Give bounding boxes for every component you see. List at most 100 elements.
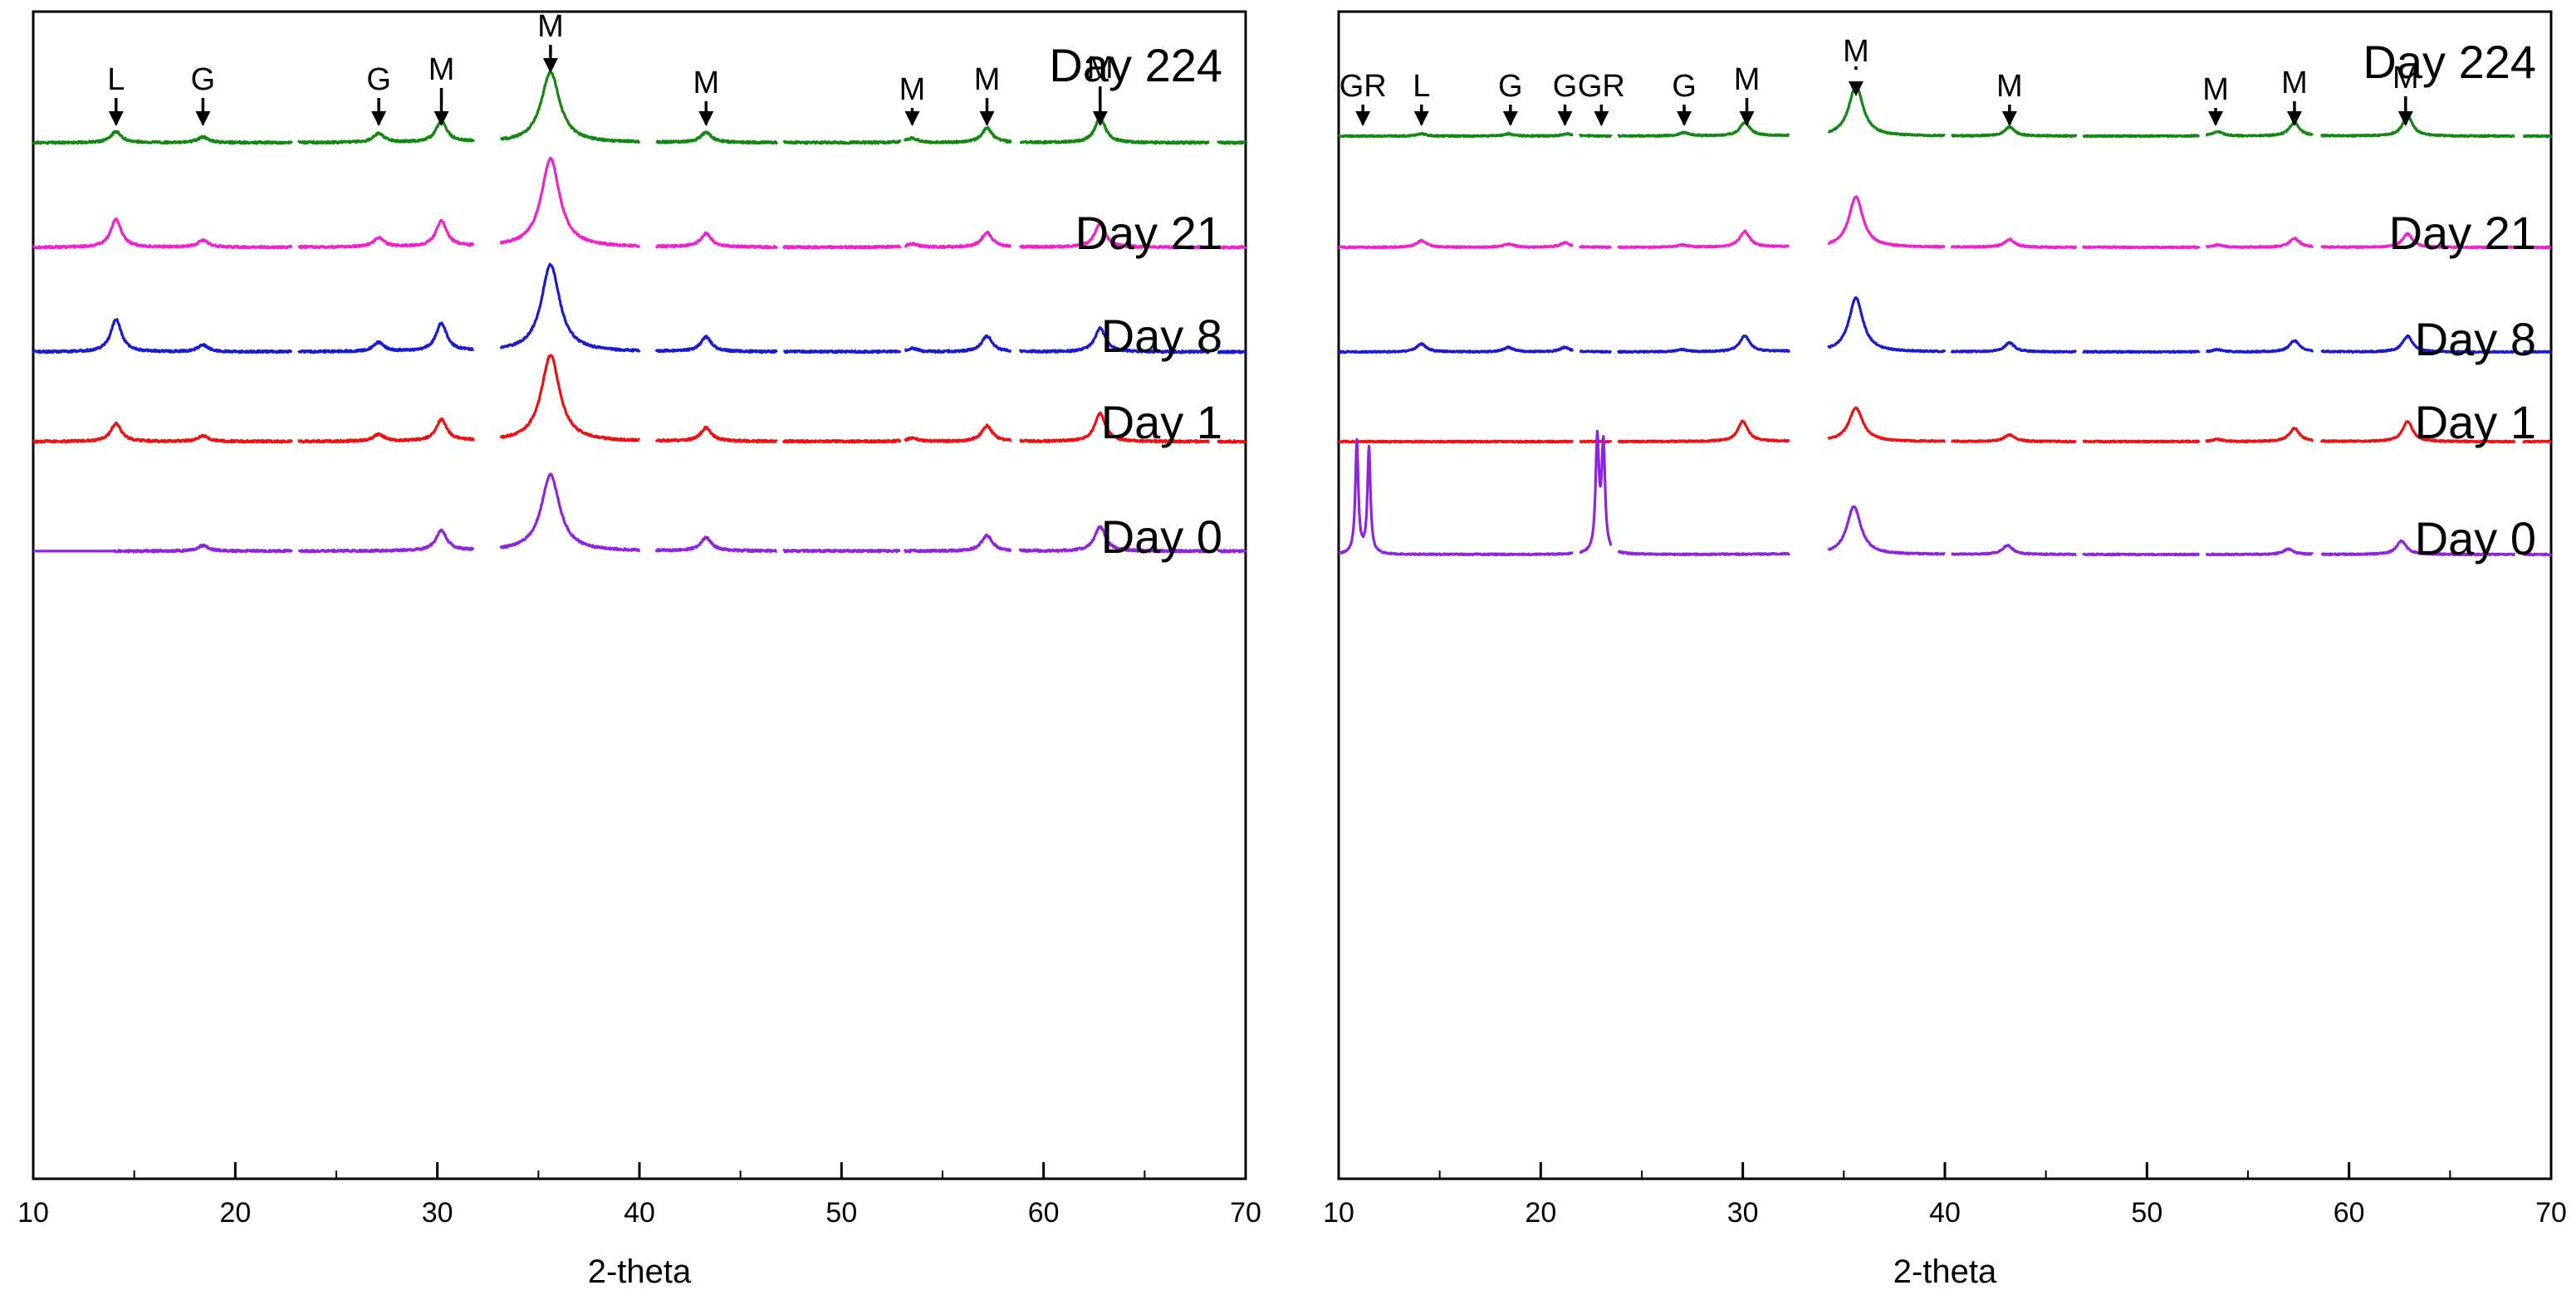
right-x-tick-label: 40 bbox=[1929, 1197, 1961, 1229]
left-x-tick-label: 70 bbox=[1230, 1197, 1261, 1229]
right-phase-label: G bbox=[1672, 69, 1697, 104]
left-trace-day-0 bbox=[297, 528, 475, 554]
left-phase-arrow-head bbox=[698, 111, 714, 126]
right-phase-arrow-head bbox=[1677, 111, 1692, 126]
right-day-label: Day 224 bbox=[2363, 36, 2536, 88]
right-trace-day-21 bbox=[1827, 195, 1946, 249]
left-trace-day-8 bbox=[297, 321, 475, 354]
left-trace-day-224 bbox=[782, 139, 902, 145]
left-trace-day-224 bbox=[1217, 140, 1247, 145]
left-trace-day-0 bbox=[32, 543, 293, 554]
left-phase-arrow-head bbox=[108, 111, 124, 126]
right-phase-arrow-head bbox=[1739, 111, 1755, 126]
left-trace-day-1 bbox=[781, 438, 902, 444]
left-day-label: Day 0 bbox=[1101, 511, 1222, 563]
left-trace-day-1 bbox=[904, 423, 1012, 443]
right-trace-day-0 bbox=[1950, 544, 2078, 557]
right-trace-day-8 bbox=[1338, 342, 1574, 354]
right-x-tick-label: 20 bbox=[1525, 1197, 1556, 1229]
left-trace-day-8 bbox=[904, 334, 1012, 354]
left-phase-label: M bbox=[537, 9, 564, 44]
right-day-labels: Day 224 Day 21 Day 8 Day 1 Day 0 bbox=[2363, 36, 2536, 564]
right-trace-day-1 bbox=[2522, 439, 2552, 444]
left-phase-arrow-head bbox=[904, 111, 920, 126]
left-x-tick-label: 40 bbox=[624, 1197, 655, 1229]
left-trace-day-8 bbox=[1018, 326, 1211, 354]
right-trace-day-224 bbox=[1337, 131, 1574, 139]
right-phase-arrow-head bbox=[1502, 111, 1518, 126]
right-day-label: Day 1 bbox=[2415, 396, 2536, 448]
right-day-label: Day 0 bbox=[2415, 512, 2536, 564]
right-x-tick-label: 50 bbox=[2131, 1197, 2162, 1229]
right-trace-day-8 bbox=[2082, 349, 2201, 354]
left-trace-day-21 bbox=[782, 244, 902, 250]
right-phase-arrow-head bbox=[1848, 81, 1863, 96]
right-trace-day-8 bbox=[1950, 340, 2078, 354]
right-x-axis-label: 2-theta bbox=[1893, 1253, 1997, 1290]
left-trace-day-224 bbox=[296, 118, 475, 145]
right-day-label: Day 21 bbox=[2389, 207, 2536, 259]
right-trace-day-0 bbox=[1579, 429, 1613, 555]
left-trace-day-0 bbox=[1018, 525, 1211, 554]
left-day-label: Day 21 bbox=[1075, 207, 1222, 259]
left-trace-day-21 bbox=[1018, 222, 1211, 250]
left-trace-day-0 bbox=[654, 535, 778, 554]
left-x-tick-label: 60 bbox=[1028, 1197, 1060, 1229]
left-phase-arrow-head bbox=[195, 111, 211, 126]
left-trace-day-21 bbox=[32, 217, 293, 250]
right-phase-arrow-head bbox=[2001, 111, 2017, 126]
left-trace-day-8 bbox=[32, 318, 293, 354]
left-trace-day-21 bbox=[1216, 245, 1247, 250]
right-trace-day-0 bbox=[2320, 539, 2516, 557]
right-trace-day-21 bbox=[1578, 244, 1613, 250]
left-trace-day-21 bbox=[904, 230, 1012, 249]
left-trace-day-1 bbox=[654, 425, 778, 444]
left-trace-day-0 bbox=[499, 472, 641, 553]
left-day-label: Day 8 bbox=[1101, 310, 1222, 362]
right-trace-day-8 bbox=[2205, 339, 2314, 354]
left-trace-day-0 bbox=[1217, 549, 1247, 554]
right-traces bbox=[1337, 84, 2553, 557]
left-phase-arrow-head bbox=[1092, 111, 1108, 126]
right-trace-day-1 bbox=[1950, 432, 2078, 444]
right-trace-day-0 bbox=[2522, 552, 2553, 557]
left-phase-arrow-head bbox=[433, 111, 449, 126]
right-phase-arrow-head bbox=[2286, 111, 2302, 126]
left-trace-day-224 bbox=[1019, 115, 1211, 145]
left-phase-label: M bbox=[1087, 51, 1114, 86]
right-trace-day-21 bbox=[2522, 245, 2552, 250]
left-x-tick-label: 30 bbox=[422, 1197, 453, 1229]
right-trace-day-1 bbox=[2205, 427, 2314, 443]
right-trace-day-0 bbox=[2081, 552, 2201, 557]
right-trace-day-21 bbox=[2320, 232, 2516, 250]
right-trace-day-8 bbox=[1579, 349, 1613, 354]
right-trace-day-21 bbox=[1950, 237, 2078, 250]
left-trace-day-0 bbox=[904, 533, 1012, 554]
left-x-tick-label: 20 bbox=[219, 1197, 251, 1229]
right-phase-label: G bbox=[1498, 69, 1523, 104]
right-x-tick-label: 70 bbox=[2535, 1197, 2567, 1229]
right-phase-label: M bbox=[1996, 69, 2023, 104]
left-annotations: L G G M M M M M M bbox=[107, 9, 1114, 126]
left-phase-arrow-head bbox=[979, 111, 995, 126]
right-trace-day-1 bbox=[2082, 439, 2201, 444]
left-trace-day-21 bbox=[654, 231, 778, 250]
left-trace-day-224 bbox=[903, 125, 1012, 144]
right-trace-day-21 bbox=[1338, 238, 1574, 250]
left-day-labels: Day 224 Day 21 Day 8 Day 1 Day 0 bbox=[1049, 39, 1222, 563]
left-trace-day-224 bbox=[32, 130, 293, 145]
right-phase-arrow-head bbox=[2397, 111, 2413, 126]
right-trace-day-224 bbox=[1950, 125, 2078, 139]
left-x-axis-label: 2-theta bbox=[588, 1253, 692, 1290]
right-phase-arrow-head bbox=[2208, 111, 2224, 126]
right-trace-day-0 bbox=[1617, 550, 1791, 557]
left-phase-label: L bbox=[107, 62, 125, 97]
right-trace-day-1 bbox=[1617, 419, 1790, 444]
left-phase-label: M bbox=[899, 72, 926, 107]
left-trace-day-1 bbox=[1019, 411, 1211, 444]
left-x-tick-label: 50 bbox=[825, 1197, 857, 1229]
right-x-tick-label: 10 bbox=[1323, 1197, 1354, 1229]
right-trace-day-8 bbox=[2320, 334, 2516, 354]
